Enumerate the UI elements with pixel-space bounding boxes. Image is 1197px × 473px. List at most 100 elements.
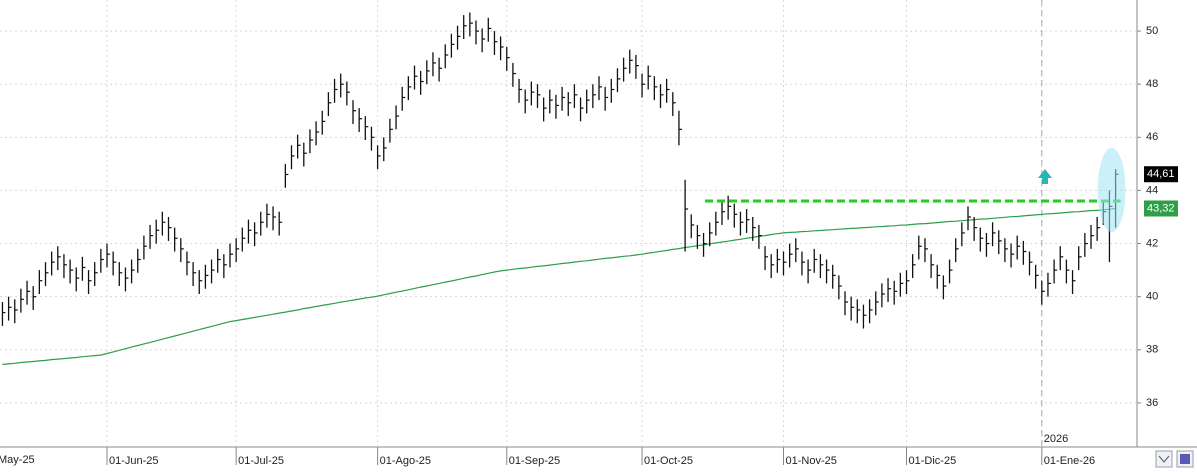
ohlc-bar — [81, 256, 86, 281]
ohlc-bar — [278, 211, 283, 236]
ohlc-bar — [303, 142, 307, 167]
ohlc-bar — [985, 232, 990, 257]
ohlc-bar — [352, 100, 356, 125]
ohlc-bar — [173, 227, 178, 252]
x-tick-label: 01-Oct-25 — [644, 455, 693, 467]
ohlc-bar — [309, 129, 313, 154]
ohlc-bar — [973, 216, 978, 241]
scroll-icon — [1158, 455, 1170, 463]
ohlc-bar — [573, 84, 578, 109]
ohlc-bar — [1047, 272, 1051, 297]
ohlc-bar — [296, 134, 301, 159]
ohlc-bar — [715, 211, 719, 236]
ohlc-bar — [635, 54, 639, 79]
x-tick-label: 01-Jul-25 — [238, 455, 284, 467]
ohlc-bar — [758, 224, 762, 249]
ohlc-bar — [346, 81, 350, 106]
ohlc-bar — [764, 246, 769, 271]
ohlc-bar — [862, 304, 867, 329]
ohlc-bar — [801, 251, 805, 276]
ohlc-bar — [678, 110, 682, 146]
arrow-up — [1038, 169, 1052, 184]
ohlc-bar — [161, 211, 166, 236]
ohlc-bar — [1078, 246, 1082, 271]
ohlc-bar — [653, 76, 658, 101]
ohlc-bar — [401, 86, 406, 111]
ohlc-bar — [629, 49, 633, 74]
ohlc-bar — [100, 248, 104, 273]
ohlc-bar — [709, 222, 713, 247]
ohlc-bar — [223, 254, 227, 279]
ohlc-bar — [604, 86, 609, 111]
ohlc-bar — [124, 267, 129, 292]
ohlc-bar — [469, 12, 473, 37]
ohlc-bar — [284, 163, 289, 188]
ohlc-bar — [389, 118, 393, 143]
ohlc-bar — [1071, 270, 1076, 295]
ohlc-bar — [875, 291, 879, 316]
ohlc-bar — [407, 76, 412, 101]
ohlc-bar — [690, 214, 695, 239]
ohlc-bar — [893, 280, 898, 305]
ohlc-bar — [413, 65, 418, 90]
ohlc-bar — [57, 246, 61, 271]
ohlc-bar — [782, 251, 787, 276]
ohlc-bar — [475, 20, 479, 45]
y-tick-label: 38 — [1146, 344, 1158, 356]
ohlc-bar — [481, 28, 486, 53]
ohlc-bar — [204, 264, 209, 289]
ohlc-bar — [493, 31, 498, 55]
y-tick-label: 50 — [1146, 25, 1158, 37]
ohlc-bar — [530, 81, 535, 106]
ohlc-bar — [844, 291, 848, 316]
ohlc-bar — [198, 270, 203, 295]
x-tick-label: 01-Sep-25 — [509, 455, 560, 467]
ohlc-bar — [253, 222, 258, 247]
ma-label: 43,32 — [1147, 202, 1175, 214]
ohlc-bar — [616, 68, 621, 93]
ohlc-bar — [549, 89, 553, 114]
ohlc-bar — [955, 238, 959, 263]
ohlc-bar — [1010, 243, 1015, 268]
ohlc-bar — [235, 238, 240, 263]
ohlc-bar — [118, 262, 123, 287]
x-tick-label: 01-Nov-25 — [786, 455, 837, 467]
ohlc-bar — [881, 283, 885, 308]
ohlc-bar — [795, 238, 799, 263]
ohlc-bar — [137, 248, 141, 273]
ohlc-bar — [321, 110, 326, 135]
ohlc-bar — [905, 270, 910, 295]
ohlc-bar — [518, 78, 523, 103]
ohlc-bar — [266, 203, 270, 228]
ohlc-bar — [1084, 232, 1088, 257]
ohlc-bar — [967, 206, 971, 231]
ohlc-bar — [752, 216, 756, 241]
ohlc-bar — [106, 243, 110, 268]
ohlc-bar — [1041, 280, 1045, 305]
ohlc-bar — [918, 235, 922, 260]
ohlc-bar — [358, 108, 363, 133]
x-tick-label: 01-Ago-25 — [380, 455, 431, 467]
moving-average — [2, 207, 1116, 365]
ohlc-bar — [1028, 251, 1033, 276]
price-label: 44,61 — [1147, 168, 1175, 180]
ohlc-bar — [69, 259, 74, 284]
ohlc-bar — [376, 145, 381, 170]
ohlc-bar — [149, 224, 154, 249]
ohlc-bar — [961, 222, 965, 247]
ohlc-bar — [807, 259, 812, 284]
ohlc-bar — [641, 73, 646, 98]
ohlc-bar — [838, 275, 842, 300]
ohlc-bar — [290, 145, 295, 170]
ohlc-bar — [776, 248, 781, 273]
ohlc-bar — [364, 116, 369, 140]
y-tick-label: 48 — [1146, 78, 1158, 90]
scroll-button[interactable] — [1155, 450, 1173, 468]
ohlc-bar — [702, 232, 707, 257]
ohlc-bar — [567, 92, 572, 117]
y-tick-label: 46 — [1146, 131, 1158, 143]
ohlc-bar — [155, 219, 160, 244]
ohlc-bar — [217, 248, 221, 273]
ohlc-bar — [20, 288, 24, 313]
ohlc-bar — [512, 62, 516, 87]
